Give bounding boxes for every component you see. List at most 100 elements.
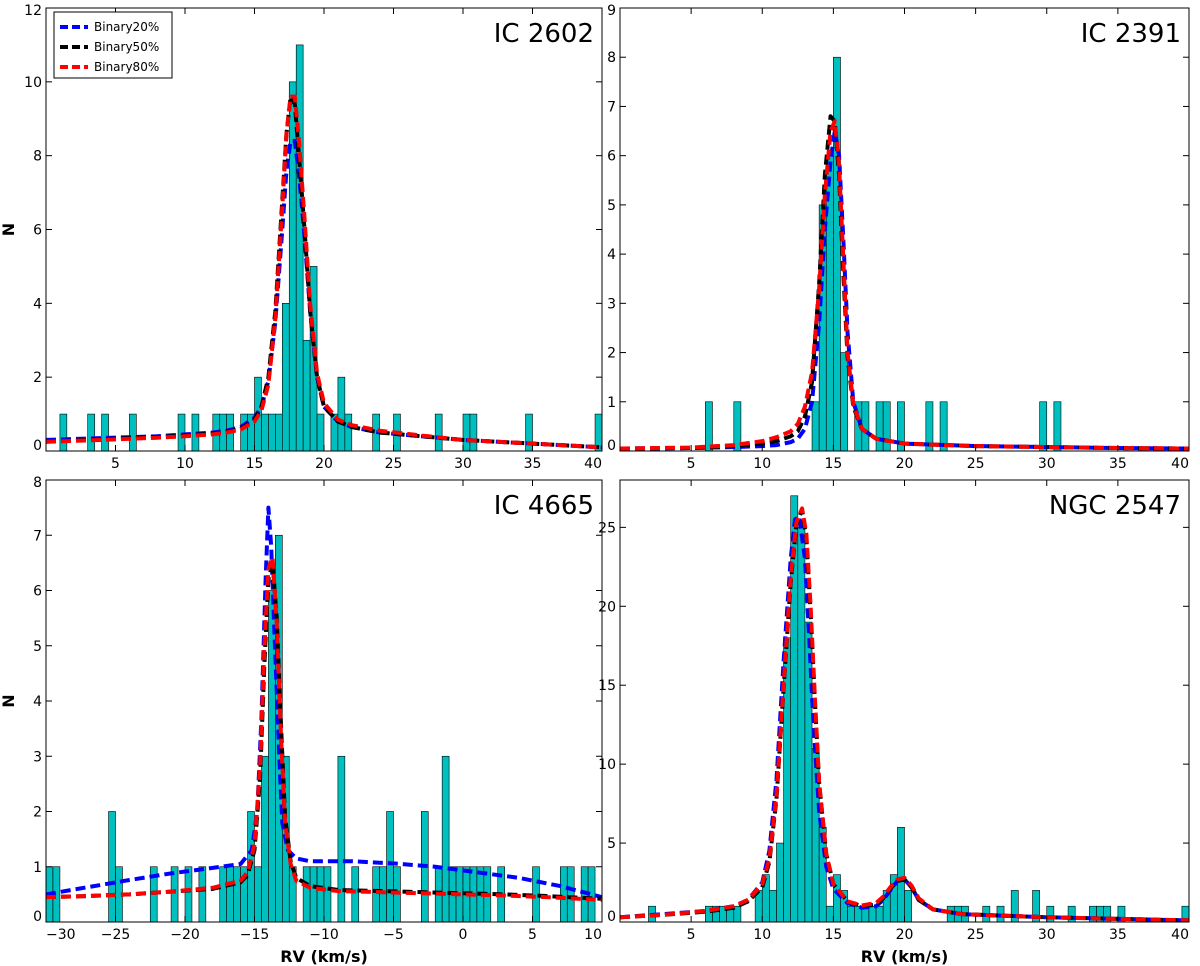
- ic2602-legend-label-binary20: Binary20%: [94, 20, 159, 34]
- ngc2547-ytick-label: 25: [598, 520, 616, 536]
- ic2602-bar: [268, 413, 276, 451]
- ic4665-curve-binary20: [46, 505, 602, 900]
- ic4665-bar: [170, 866, 179, 922]
- ic2602-xtick-label: 20: [315, 456, 333, 472]
- ic4665-xtick-label: −25: [101, 927, 131, 943]
- ic2391-xtick-label: 20: [896, 456, 914, 472]
- ngc2547-bar: [790, 495, 799, 922]
- ic4665-bar: [184, 866, 193, 922]
- ic2602-bar: [316, 413, 325, 451]
- ngc2547-curve-binary80: [620, 506, 1189, 922]
- ic2391-bar: [925, 401, 934, 451]
- ngc2547-xlabel: RV (km/s): [861, 947, 949, 966]
- ngc2547-xtick-label: 10: [753, 927, 771, 943]
- ic2602-bar: [59, 413, 68, 451]
- ngc2547-xtick-label: 35: [1109, 927, 1127, 943]
- ic2602-bar: [101, 413, 109, 451]
- ngc2547-bar: [733, 905, 742, 922]
- ic2391-ytick-label: 4: [607, 247, 616, 263]
- ic4665-ytick-label: 0: [33, 909, 42, 925]
- ic4665-ytick-label: 8: [33, 475, 42, 491]
- ic2602-bar: [462, 413, 471, 451]
- ic4665-title: IC 4665: [494, 491, 594, 521]
- ngc2547-xtick-label: 15: [824, 927, 842, 943]
- ngc2547-bar: [797, 527, 806, 922]
- ic4665-ylabel: N: [0, 694, 18, 707]
- ngc2547-bar: [1046, 905, 1055, 922]
- ic2391-ytick-label: 0: [607, 438, 616, 454]
- ic4665-xtick-label: −15: [240, 927, 270, 943]
- ic2602-bar: [302, 339, 311, 451]
- ic2602-bar: [275, 413, 283, 451]
- ic2391-model-curves: [620, 114, 1189, 451]
- ic2391-bar: [882, 401, 891, 451]
- ic4665-ytick-label: 5: [33, 639, 42, 655]
- ic4665-bar: [302, 866, 311, 922]
- ic2602-xtick-label: 35: [524, 456, 542, 472]
- ic2602-ylabel: N: [0, 223, 18, 236]
- ic2391-bar: [840, 352, 848, 451]
- ic4665-ytick-label: 7: [33, 528, 42, 544]
- ic2391-ytick-label: 1: [607, 395, 616, 411]
- ngc2547-ytick-label: 15: [598, 678, 616, 694]
- ic2602-ytick-label: 2: [33, 370, 42, 386]
- ic4665-xtick-label: 10: [584, 927, 602, 943]
- ic2391-curve-binary80: [620, 119, 1189, 451]
- ngc2547-bar: [769, 890, 777, 922]
- ic2391-bar: [897, 401, 905, 451]
- ic2602-bar: [344, 413, 353, 451]
- ic2391-ytick-label: 3: [607, 296, 616, 312]
- ic2602-ytick-label: 10: [24, 75, 42, 91]
- ic2602-xtick-label: 25: [385, 456, 403, 472]
- ic2391-title: IC 2391: [1081, 19, 1181, 49]
- ngc2547-xtick-label: 5: [687, 927, 696, 943]
- ic2602-model-curves: [46, 94, 602, 450]
- ic2602-xtick-label: 10: [176, 456, 194, 472]
- ic2602-xtick-label: 15: [246, 456, 264, 472]
- ic2602-bar: [129, 413, 137, 451]
- ngc2547-ytick-label: 20: [598, 599, 616, 615]
- ic2602-xtick-label: 5: [111, 456, 120, 472]
- ic2391-xtick-label: 5: [687, 456, 696, 472]
- ic2391-xtick-label: 15: [824, 456, 842, 472]
- ic2391-ytick-label: 8: [607, 50, 616, 66]
- ngc2547-model-curves: [620, 506, 1189, 922]
- ic2602-bar: [261, 413, 269, 451]
- ic2391-ytick-label: 6: [607, 149, 616, 165]
- ic2602-legend: Binary20% Binary50% Binary80%: [53, 11, 173, 79]
- ic2391-bar: [833, 56, 841, 451]
- ic2602-curve-binary80: [46, 94, 602, 450]
- ngc2547-bar: [897, 826, 905, 922]
- ic2391-xtick-label: 40: [1171, 456, 1189, 472]
- ic2391-xtick-label: 35: [1109, 456, 1127, 472]
- ic4665-bar: [198, 866, 207, 922]
- ic4665-xtick-label: −30: [46, 927, 76, 943]
- ic4665-bar: [226, 866, 234, 922]
- ngc2547-ytick-label: 0: [607, 909, 616, 925]
- ngc2547-xtick-label: 20: [896, 927, 914, 943]
- ngc2547-bar: [1117, 905, 1126, 922]
- ic4665-xtick-label: 0: [459, 927, 468, 943]
- ic2391-ytick-label: 9: [607, 3, 616, 19]
- ic2602-ytick-label: 12: [24, 3, 42, 19]
- ic4665-ytick-label: 4: [33, 694, 42, 710]
- ic4665-bar: [108, 811, 116, 922]
- ic4665-ytick-label: 1: [33, 860, 42, 876]
- ic4665-bar: [372, 866, 380, 922]
- ic4665-bar: [309, 866, 318, 922]
- ic2602-title: IC 2602: [494, 19, 594, 49]
- ic2602-ytick-label: 6: [33, 223, 42, 239]
- ic2602-bar: [469, 413, 478, 451]
- ic4665-bar: [233, 866, 241, 922]
- ic2391-xtick-label: 25: [967, 456, 985, 472]
- ic2602-ytick-label: 4: [33, 296, 42, 312]
- panel-ic2391: 5 10 15 20 25 30 35 40 0 1 2 3 4 5 6 7 8 9 IC 2391: [607, 3, 1190, 472]
- ic4665-model-curves: [46, 505, 602, 902]
- ic4665-bar: [323, 866, 332, 922]
- ic4665-bar: [337, 755, 346, 922]
- ic4665-bar: [566, 866, 575, 922]
- ic2391-bar: [1039, 401, 1048, 451]
- ic2391-bar: [811, 401, 820, 451]
- ic4665-xtick-label: 5: [528, 927, 537, 943]
